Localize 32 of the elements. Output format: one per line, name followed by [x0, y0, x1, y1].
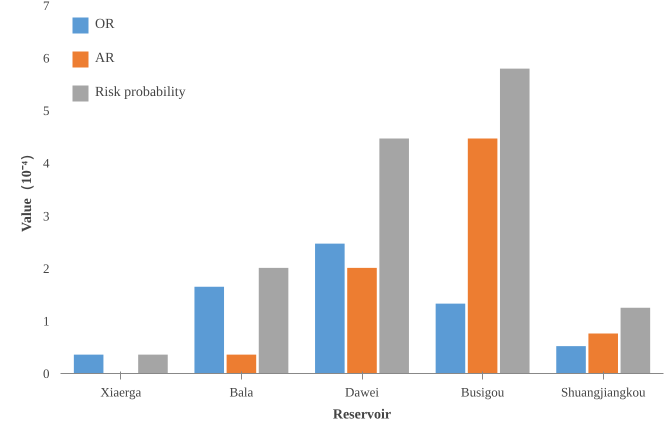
bar: [620, 308, 650, 374]
y-tick-label: 5: [43, 103, 50, 118]
bar: [258, 268, 288, 374]
y-axis-title: Value（10⁻⁴）: [20, 147, 35, 232]
x-tick-label: Bala: [229, 384, 254, 400]
legend-label: OR: [95, 17, 115, 33]
y-tick-label: 0: [43, 366, 50, 381]
legend-label: Risk probability: [95, 85, 186, 101]
legend-label: AR: [95, 51, 115, 67]
y-tick-label: 1: [43, 313, 50, 328]
bar: [468, 138, 498, 374]
bar: [588, 334, 618, 374]
bar: [315, 244, 345, 374]
bar: [347, 268, 377, 374]
y-tick-label: 6: [43, 50, 50, 66]
x-tick-label: Dawei: [345, 384, 380, 400]
x-tick-label: Busigou: [460, 384, 505, 400]
bar: [226, 354, 256, 374]
bar: [379, 138, 409, 374]
bar: [556, 346, 586, 374]
y-tick-label: 7: [43, 0, 50, 13]
bar: [138, 354, 168, 374]
y-tick-label: 4: [43, 156, 50, 171]
bar: [194, 286, 224, 374]
y-tick-label: 2: [43, 260, 50, 276]
bar: [500, 68, 530, 374]
x-tick-label: Xiaerga: [100, 384, 142, 400]
x-tick-label: Shuangjiangkou: [560, 384, 646, 400]
y-tick-label: 3: [43, 208, 50, 224]
bar: [436, 304, 466, 374]
x-axis-title: Reservoir: [332, 408, 392, 422]
bar: [74, 354, 104, 374]
